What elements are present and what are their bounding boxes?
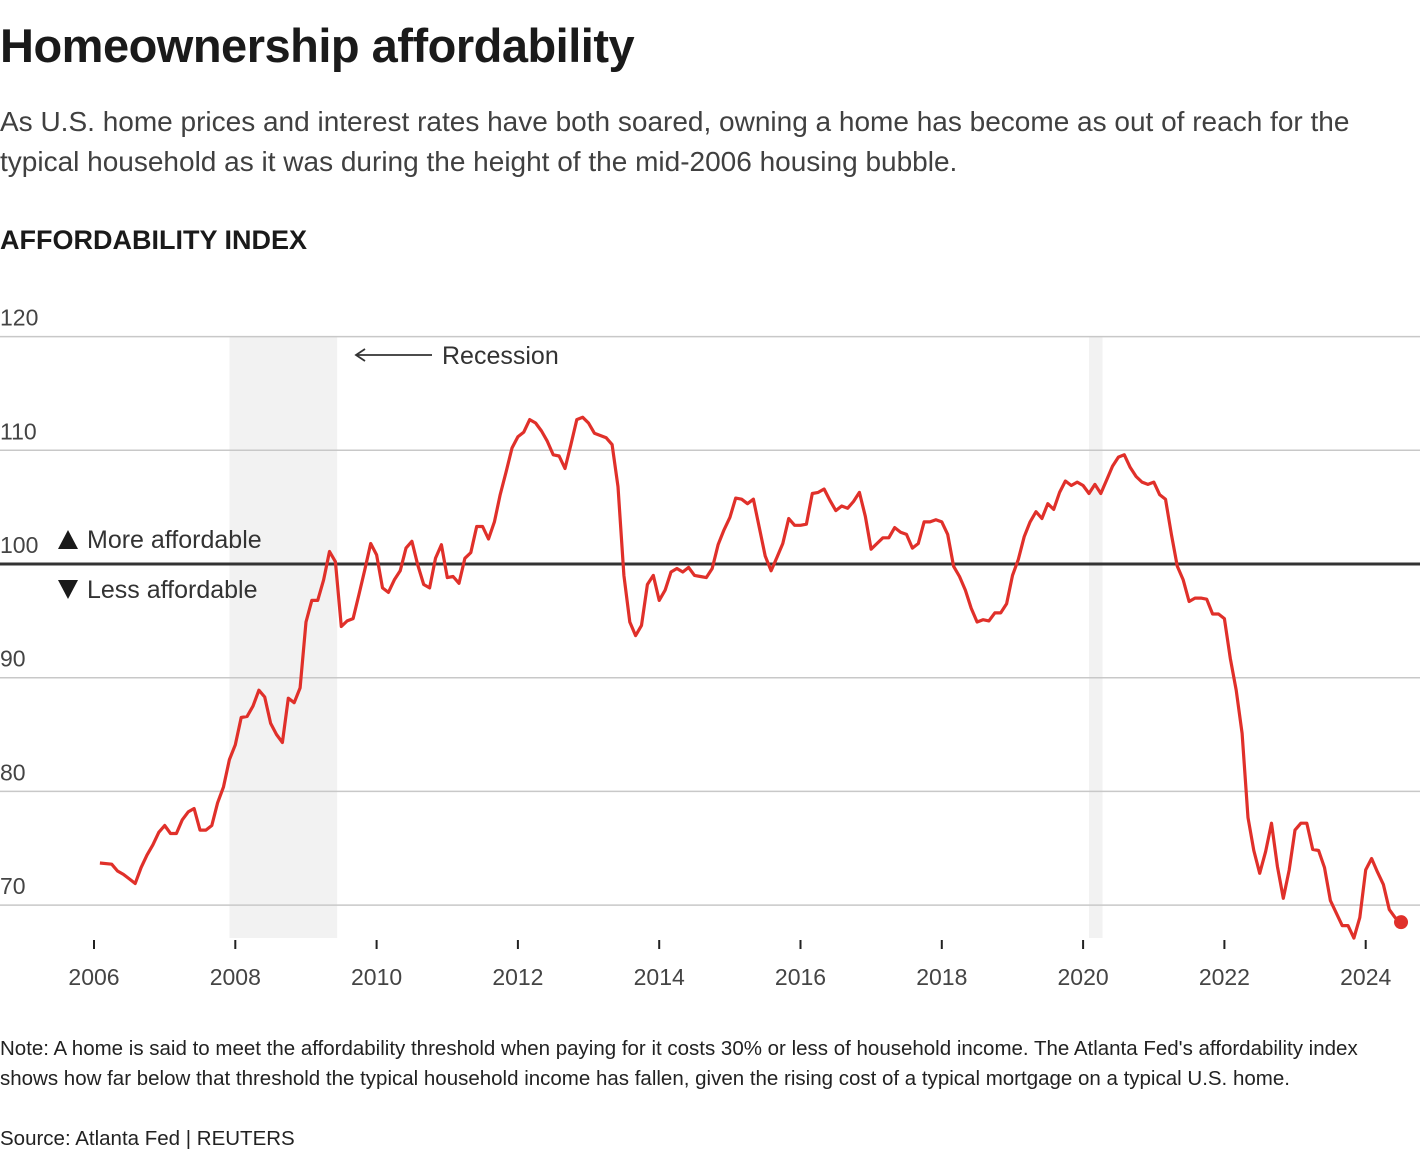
y-tick-label: 70	[0, 873, 26, 899]
x-tick-label: 2018	[916, 964, 967, 990]
x-tick-label: 2008	[210, 964, 261, 990]
y-tick-label: 120	[0, 305, 38, 331]
x-tick-label: 2012	[492, 964, 543, 990]
y-axis-label: AFFORDABILITY INDEX	[0, 225, 308, 255]
x-tick-label: 2024	[1340, 964, 1391, 990]
x-tick-label: 2020	[1058, 964, 1109, 990]
arrow-head-icon	[354, 348, 366, 362]
affordability-line	[99, 415, 1402, 940]
less-affordable-label: Less affordable	[87, 576, 258, 604]
chart-title: Homeownership affordability	[0, 19, 635, 72]
triangle-down-icon	[58, 580, 78, 599]
x-tick-label: 2014	[634, 964, 685, 990]
y-tick-label: 100	[0, 532, 38, 558]
recession-bands	[229, 336, 1103, 939]
more-affordable-label: More affordable	[87, 526, 262, 554]
y-tick-label: 90	[0, 646, 26, 672]
recession-band	[229, 336, 338, 939]
x-tick-label: 2022	[1199, 964, 1250, 990]
affordability-legend: More affordable Less affordable	[58, 526, 262, 604]
source-credit: Source: Atlanta Fed | REUTERS	[0, 1127, 295, 1150]
recession-label: Recession	[442, 342, 559, 370]
latest-point-marker	[1394, 915, 1409, 930]
x-tick-label: 2006	[68, 964, 119, 990]
y-tick-label: 80	[0, 759, 26, 785]
triangle-up-icon	[58, 530, 78, 549]
series-layer	[99, 415, 1409, 940]
footnote: Note: A home is said to meet the afforda…	[0, 1037, 1358, 1090]
recession-annotation: Recession	[354, 342, 559, 370]
x-tick-label: 2016	[775, 964, 826, 990]
chart-subtitle: As U.S. home prices and interest rates h…	[0, 106, 1350, 177]
gridlines: 70 80 90 100 110 120	[0, 305, 1420, 906]
x-axis: 2006 2008 2010 2012 2014 2016 2018 2020 2022 2024	[68, 940, 1391, 990]
y-tick-label: 110	[0, 418, 37, 444]
x-tick-label: 2010	[351, 964, 402, 990]
recession-band	[1088, 336, 1103, 939]
